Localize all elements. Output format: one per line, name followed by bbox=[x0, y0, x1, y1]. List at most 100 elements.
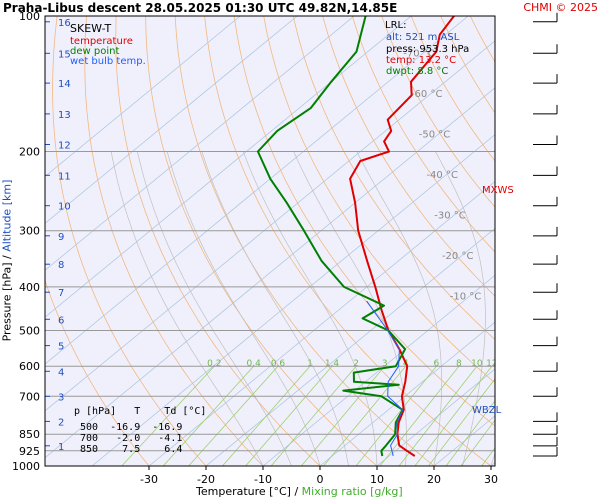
isotherm-line bbox=[45, 40, 495, 412]
isotherm-line bbox=[45, 16, 298, 224]
wind-barb bbox=[533, 196, 558, 207]
mixing-ratio-label: 8 bbox=[456, 359, 462, 369]
mixing-ratio-line bbox=[379, 365, 460, 466]
mixing-ratio-line bbox=[355, 365, 437, 466]
mixing-ratio-label: 1.4 bbox=[325, 359, 340, 369]
info-lrl: LRL: bbox=[385, 20, 407, 31]
altitude-tick-label: 10 bbox=[58, 202, 71, 213]
mixing-ratio-label: 3 bbox=[382, 359, 388, 369]
altitude-tick-label: 8 bbox=[58, 260, 64, 271]
plot-frame bbox=[44, 15, 496, 467]
mixing-ratio-label: 12 bbox=[486, 359, 497, 369]
dry-adiabat-line bbox=[263, 16, 495, 384]
y-axis-label-pressure: Pressure [hPa] bbox=[0, 262, 14, 342]
y-tick-label: 100 bbox=[19, 10, 40, 23]
mixing-ratio-line bbox=[398, 365, 478, 466]
mixing-ratio-line bbox=[222, 365, 311, 466]
isotherm-label: -40 °C bbox=[426, 170, 458, 181]
dry-adiabat-line bbox=[351, 16, 495, 253]
x-axis-title: Temperature [°C] / Mixing ratio [g/kg] bbox=[196, 485, 403, 498]
wind-barb bbox=[533, 135, 558, 146]
y-tick-label: 300 bbox=[19, 225, 40, 238]
isotherm-line bbox=[319, 321, 495, 466]
isotherm-label: -80 °C bbox=[395, 8, 427, 19]
x-tick-label: -20 bbox=[197, 473, 215, 486]
mixing-ratio-line bbox=[245, 365, 333, 466]
table-header: p [hPa] T Td [°C] bbox=[74, 406, 207, 417]
altitude-tick-label: 5 bbox=[58, 342, 64, 353]
table-row: 700 -2.0 -4.1 bbox=[74, 433, 183, 444]
table-row: 500 -16.9 -16.9 bbox=[74, 422, 183, 433]
isotherm-line bbox=[262, 274, 495, 466]
moist-adiabat-line bbox=[490, 452, 495, 466]
legend-wetbulb: wet bulb temp. bbox=[70, 56, 146, 67]
wind-barb bbox=[533, 74, 558, 84]
x-tick-label: -10 bbox=[254, 473, 272, 486]
wind-barb bbox=[533, 255, 558, 265]
altitude-tick-label: 16 bbox=[58, 18, 71, 29]
isotherm-label: -30 °C bbox=[434, 211, 466, 222]
mixing-ratio-line bbox=[460, 419, 495, 466]
x-tick-label: 30 bbox=[484, 473, 498, 486]
mixing-ratio-line bbox=[323, 365, 407, 466]
y-tick-label: 925 bbox=[19, 445, 40, 458]
isotherm-line bbox=[91, 134, 495, 466]
x-tick-label: 20 bbox=[427, 473, 441, 486]
dry-adiabat-line bbox=[292, 16, 495, 341]
moist-adiabat-line bbox=[548, 152, 600, 467]
moist-adiabat-line bbox=[520, 152, 600, 467]
mixing-ratio-line bbox=[121, 365, 215, 466]
altitude-tick-label: 15 bbox=[58, 49, 71, 60]
series-line-temperature bbox=[349, 16, 455, 457]
altitude-tick-label: 4 bbox=[58, 367, 64, 378]
altitude-tick-label: 6 bbox=[58, 315, 64, 326]
legend-dewpoint: dew point bbox=[70, 46, 120, 57]
wind-barb bbox=[533, 387, 558, 397]
wind-barb bbox=[533, 425, 558, 435]
mixing-ratio-label: 6 bbox=[434, 359, 440, 369]
y-tick-label: 200 bbox=[19, 146, 40, 159]
wind-barb bbox=[533, 226, 558, 237]
dry-adiabat-line bbox=[588, 16, 600, 466]
isotherm-label: -20 °C bbox=[442, 251, 474, 262]
altitude-tick-label: 11 bbox=[58, 171, 71, 182]
isotherm-label: -60 °C bbox=[411, 89, 443, 100]
altitude-tick-label: 12 bbox=[58, 141, 71, 152]
dry-adiabat-line bbox=[559, 16, 600, 466]
mixing-ratio-label: 2 bbox=[353, 359, 359, 369]
series-line-wet-bulb-temp bbox=[366, 300, 404, 457]
isotherm-line bbox=[45, 16, 412, 318]
mixing-ratio-label: 0.6 bbox=[271, 359, 286, 369]
isotherm-label: -10 °C bbox=[450, 292, 482, 303]
chart-title: Praha-Libus descent 28.05.2025 01:30 UTC… bbox=[3, 1, 398, 15]
dry-adiabat-line bbox=[322, 16, 495, 297]
credit-label: CHMI © 2025 bbox=[523, 1, 598, 14]
mixing-ratio-line bbox=[162, 365, 254, 466]
wind-barb bbox=[533, 166, 558, 176]
wind-barb bbox=[533, 362, 558, 372]
mixing-ratio-label: 0.2 bbox=[207, 359, 221, 369]
mixing-ratio-line bbox=[428, 378, 495, 466]
x-tick-label: -30 bbox=[140, 473, 158, 486]
dry-adiabat-line bbox=[381, 16, 495, 208]
legend-heading: SKEW-T bbox=[70, 22, 112, 35]
dry-adiabat-line bbox=[233, 16, 495, 427]
x-axis-label-temperature: Temperature [°C] bbox=[196, 485, 291, 498]
mixing-ratio-line bbox=[445, 400, 495, 466]
y-tick-label: 600 bbox=[19, 360, 40, 373]
series-line-dew-point bbox=[256, 16, 407, 457]
x-tick-label: 0 bbox=[317, 473, 324, 486]
x-axis-separator: / bbox=[290, 485, 302, 498]
mixing-ratio-label: 0.4 bbox=[247, 359, 262, 369]
mixing-ratio-label: 1 bbox=[307, 359, 313, 369]
y-tick-label: 400 bbox=[19, 281, 40, 294]
mxws-label: MXWS bbox=[482, 185, 514, 196]
isotherm-line bbox=[45, 16, 241, 178]
altitude-tick-label: 13 bbox=[58, 110, 71, 121]
altitude-tick-label: 2 bbox=[58, 417, 64, 428]
y-axis-label-altitude: Altitude [km] bbox=[0, 179, 14, 252]
altitude-tick-label: 9 bbox=[58, 232, 64, 243]
wind-barb bbox=[533, 436, 558, 447]
altitude-tick-label: 14 bbox=[58, 79, 71, 90]
info-altitude: alt: 521 m ASL bbox=[386, 32, 460, 43]
